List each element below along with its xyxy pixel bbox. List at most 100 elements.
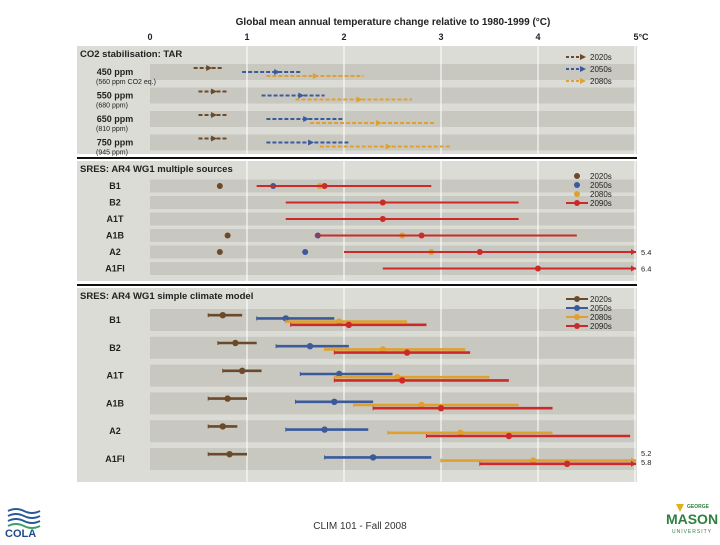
median-point — [321, 183, 328, 189]
row-band — [150, 111, 636, 127]
row-label: B1 — [109, 181, 121, 191]
median-point — [369, 454, 377, 461]
row-band — [150, 309, 636, 331]
row-label: A1FI — [105, 454, 125, 464]
median-marker — [375, 120, 382, 126]
median-point — [216, 249, 223, 255]
median-point — [224, 232, 231, 239]
median-point — [331, 398, 338, 405]
median-marker — [356, 96, 363, 103]
row-band — [150, 87, 636, 104]
legend-label: 2090s — [590, 199, 612, 208]
median-point — [399, 377, 406, 384]
legend-label: 2080s — [590, 77, 612, 86]
median-point — [379, 346, 386, 353]
x-tick-label: 0 — [147, 32, 152, 42]
median-point — [302, 249, 309, 255]
median-marker — [211, 88, 218, 95]
row-label: 550 ppm — [97, 91, 134, 101]
panel-3: SRES: AR4 WG1 simple climate model B1 B2 A1… — [77, 288, 651, 482]
panel-title: SRES: AR4 WG1 simple climate model — [80, 291, 253, 302]
overflow-arrow — [631, 249, 636, 255]
row-label: A1FI — [105, 264, 125, 274]
row-band — [150, 64, 636, 80]
overflow-value-label: 6.4 — [641, 265, 651, 274]
median-point — [219, 423, 226, 430]
median-point — [437, 405, 445, 412]
row-band — [150, 448, 636, 470]
median-point — [321, 426, 328, 433]
median-marker — [206, 65, 213, 71]
legend-label: 2080s — [590, 313, 612, 322]
median-point — [335, 370, 343, 378]
row-sublabel: (680 ppm) — [96, 103, 128, 110]
legend-label: 2080s — [590, 190, 612, 199]
median-point — [476, 249, 483, 255]
row-sublabel: (945 ppm) — [96, 150, 128, 157]
row-label: A1B — [106, 398, 125, 408]
median-point — [379, 199, 386, 206]
panel-title: SRES: AR4 WG1 multiple sources — [80, 164, 233, 175]
gmu-logo-sub: UNIVERSITY — [672, 529, 712, 535]
legend-label: 2050s — [590, 304, 612, 313]
row-band — [150, 336, 636, 359]
panel-title: CO2 stabilisation: TAR — [80, 49, 182, 60]
row-sublabel: (560 ppm CO2 eq.) — [96, 79, 156, 86]
panel-2: SRES: AR4 WG1 multiple sources B1 B2 A1T A1B… — [77, 161, 651, 281]
median-point — [232, 339, 239, 347]
median-point — [306, 343, 314, 350]
legend-label: 2090s — [590, 322, 612, 331]
cola-logo-text: COLA — [5, 528, 36, 539]
legend-marker — [574, 191, 580, 197]
chart-title: Global mean annual temperature change re… — [236, 17, 551, 28]
row-band — [150, 134, 636, 151]
x-tick-label: 2 — [341, 32, 346, 42]
row-label: B1 — [109, 315, 121, 325]
overflow-value-label: 5.8 — [641, 458, 651, 467]
legend-label: 2050s — [590, 65, 612, 74]
row-label: 450 ppm — [97, 67, 134, 77]
cola-logo: COLA — [2, 505, 50, 540]
median-point — [505, 432, 513, 440]
row-label: A1T — [106, 371, 124, 381]
gmu-logo: GEORGE MASON UNIVERSITY — [662, 500, 720, 540]
median-point — [282, 315, 289, 322]
median-point — [379, 216, 386, 222]
legend-label: 2020s — [590, 295, 612, 304]
legend-label: 2050s — [590, 181, 612, 190]
median-point — [535, 265, 541, 272]
overflow-value-label: 5.2 — [641, 449, 651, 458]
median-point — [345, 321, 353, 328]
median-marker — [312, 73, 319, 79]
row-label: 750 ppm — [97, 138, 134, 148]
median-marker — [303, 116, 310, 122]
median-point — [418, 401, 425, 409]
row-band — [150, 364, 636, 387]
legend-marker — [574, 314, 580, 320]
gmu-logo-main: MASON — [666, 511, 718, 527]
legend-marker — [574, 305, 580, 311]
median-marker — [298, 92, 305, 99]
gmu-logo-top: GEORGE — [687, 504, 710, 510]
row-label: A1T — [106, 214, 124, 224]
median-marker — [211, 112, 218, 118]
x-tick-label: 3 — [438, 32, 443, 42]
legend-marker — [580, 78, 586, 84]
overflow-value-label: 5.4 — [641, 248, 651, 257]
legend-marker — [574, 173, 580, 179]
row-label: B2 — [109, 198, 121, 208]
median-marker — [274, 69, 281, 75]
median-point — [418, 232, 425, 239]
x-tick-label: 4 — [535, 32, 540, 42]
median-point — [224, 395, 231, 402]
row-sublabel: (810 ppm) — [96, 126, 128, 133]
overflow-arrow — [631, 265, 636, 272]
median-point — [216, 183, 223, 189]
median-point — [403, 349, 411, 356]
row-band — [150, 392, 636, 415]
median-point — [238, 367, 246, 374]
median-marker — [385, 143, 392, 150]
x-tick-label: 1 — [244, 32, 249, 42]
footer-text: CLIM 101 - Fall 2008 — [313, 521, 407, 532]
